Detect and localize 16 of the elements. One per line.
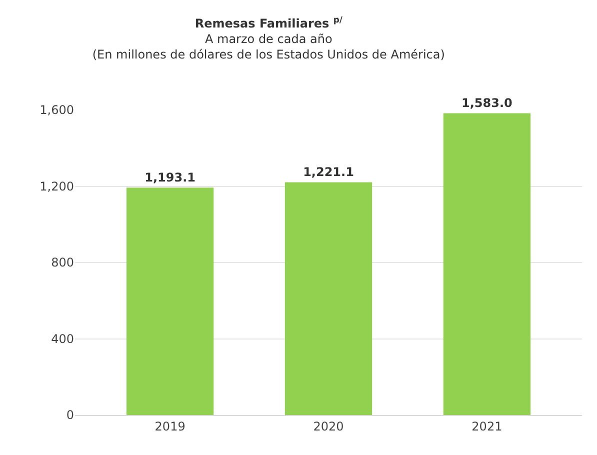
bar [443,113,531,415]
data-label: 1,583.0 [462,96,512,110]
bar [126,188,214,415]
y-tick-label: 400 [51,332,74,346]
data-label: 1,193.1 [144,170,196,185]
data-label: 1,221.1 [303,165,354,180]
y-tick-label: 0 [66,408,74,422]
y-tick-label: 1,600 [40,103,74,118]
y-tick-label: 1,200 [40,179,74,194]
chart-subtitle: A marzo de cada año (En millones de dólares de los Estados Unidos de América) [92,32,445,62]
x-tick-label: 2019 [154,419,186,434]
x-tick-label: 2021 [472,419,502,434]
bar [284,182,372,415]
chart-title: Remesas Familiares $^{p/}$ [194,14,344,30]
y-tick-label: 800 [51,256,74,270]
x-tick-label: 2020 [313,419,344,434]
